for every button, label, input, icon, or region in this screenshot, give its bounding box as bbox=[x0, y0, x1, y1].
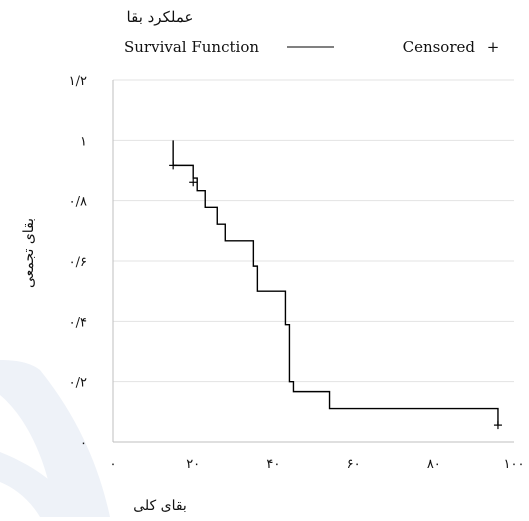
y-tick-labels: ۰ ۰/۲ ۰/۴ ۰/۶ ۰/۸ ۱ ۱/۲ bbox=[69, 74, 87, 451]
gridlines bbox=[113, 79, 514, 383]
y-axis-label: بقای تجمعی bbox=[21, 218, 37, 288]
censored-marker-1 bbox=[189, 178, 198, 187]
y-tick-label-0: ۰ bbox=[80, 436, 87, 451]
y-tick-label-5: ۱ bbox=[80, 134, 87, 149]
censored-marker-0 bbox=[169, 161, 178, 170]
watermark-stroke-2 bbox=[0, 452, 78, 517]
legend-censored-marker: + bbox=[487, 38, 500, 56]
watermark-stroke-1 bbox=[0, 360, 110, 517]
chart-title: عملکرد بقا bbox=[127, 8, 194, 26]
legend-label-survival-function: Survival Function bbox=[124, 38, 259, 56]
y-tick-label-6: ۱/۲ bbox=[69, 74, 87, 89]
x-tick-label-2: ۴۰ bbox=[266, 457, 280, 472]
x-axis-label: بقای کلی bbox=[133, 498, 187, 514]
axes bbox=[112, 80, 514, 443]
survival-series bbox=[172, 140, 499, 426]
x-tick-label-1: ۲۰ bbox=[186, 457, 200, 472]
x-tick-label-4: ۸۰ bbox=[427, 457, 441, 472]
y-tick-label-2: ۰/۴ bbox=[69, 315, 87, 330]
x-tick-labels: ۰ ۲۰ ۴۰ ۶۰ ۸۰ ۱۰۰ bbox=[110, 457, 525, 472]
watermark-logo bbox=[0, 360, 110, 517]
censored-markers bbox=[169, 161, 502, 430]
y-tick-label-4: ۰/۸ bbox=[69, 195, 87, 210]
x-tick-label-3: ۶۰ bbox=[347, 457, 361, 472]
x-tick-label-5: ۱۰۰ bbox=[504, 457, 525, 472]
survival-step-line bbox=[172, 140, 499, 426]
legend-label-censored: Censored bbox=[403, 38, 476, 56]
y-tick-label-1: ۰/۲ bbox=[69, 376, 87, 391]
x-tick-label-0: ۰ bbox=[110, 457, 117, 472]
y-tick-label-3: ۰/۶ bbox=[69, 255, 87, 270]
legend: Survival Function Censored + bbox=[124, 38, 499, 56]
censored-marker-2 bbox=[493, 421, 502, 430]
